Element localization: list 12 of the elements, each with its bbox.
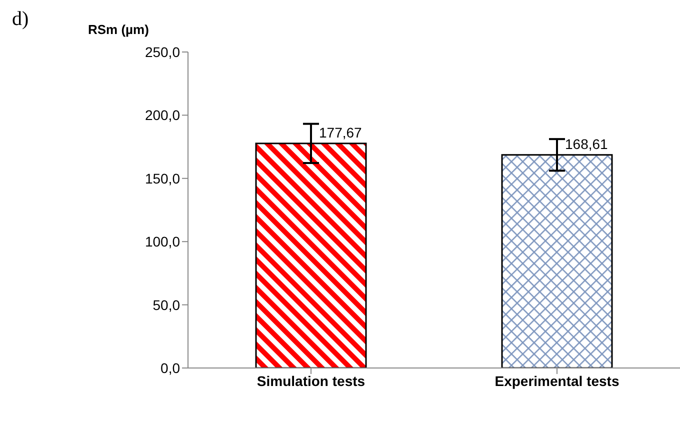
- x-tick-label: Experimental tests: [494, 372, 620, 389]
- x-tick-label: Simulation tests: [256, 372, 366, 389]
- y-tick-label: 150,0: [144, 170, 180, 186]
- y-tick-label: 100,0: [144, 234, 180, 250]
- y-tick-label: 0,0: [160, 360, 180, 376]
- y-axis-title: RSm (µm): [88, 22, 149, 37]
- text: d): [12, 8, 29, 31]
- y-tick-label: 200,0: [144, 107, 180, 124]
- y-tick-label: 50,0: [152, 296, 180, 313]
- data-label: 168,61: [565, 136, 608, 152]
- y-tick-label: 250,0: [144, 44, 180, 60]
- data-label: 177,67: [319, 124, 362, 140]
